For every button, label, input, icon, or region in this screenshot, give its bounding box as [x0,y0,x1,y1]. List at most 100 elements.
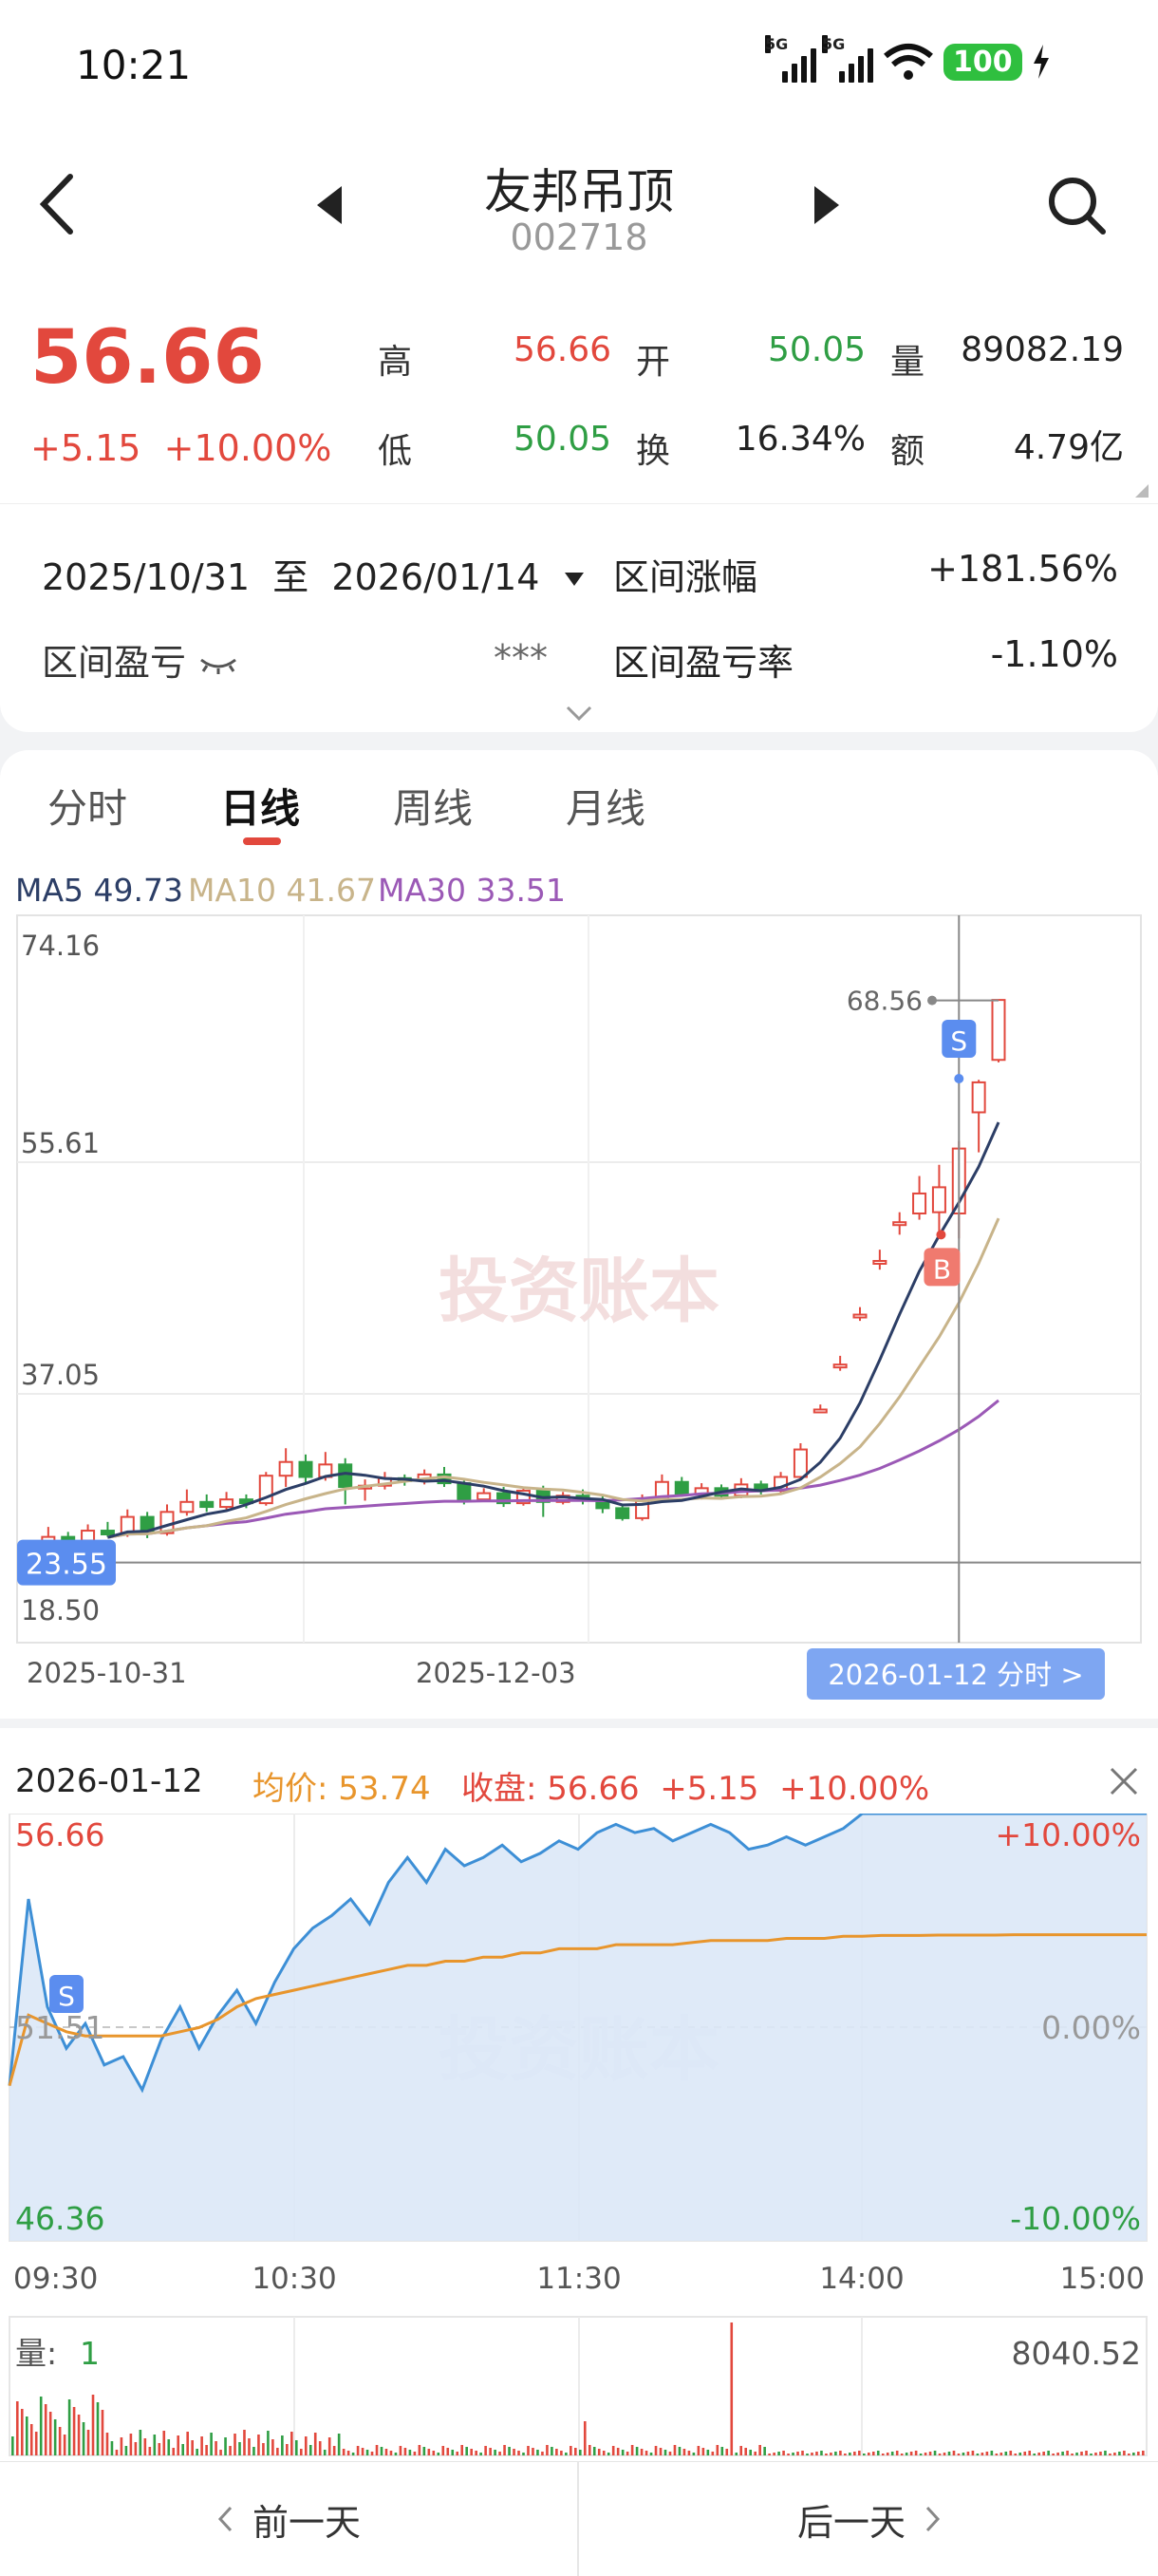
watermark: 投资账本 [439,1250,719,1332]
avg-price-line [8,1933,1147,2086]
volume-bar [1142,2451,1145,2455]
candle [852,1313,868,1319]
volume-bar [871,2452,875,2455]
volume-bar [262,2443,265,2455]
volume-bar [626,2452,629,2455]
next-stock-icon[interactable] [812,186,841,224]
signal-icon: 5G [822,35,873,83]
volume-bar [999,2453,1003,2455]
back-icon[interactable] [38,173,76,235]
volume-bar [120,2437,123,2455]
eye-closed-icon[interactable] [197,654,239,675]
crosshair-price-tag [17,1539,116,1586]
volume-bar [644,2451,648,2455]
volume-bar [811,2453,813,2455]
ma5-line [106,1121,1000,1539]
sell-marker-label: S [58,1981,75,2012]
volume-bar [323,2450,327,2455]
y-tick-label: 74.16 [21,930,100,962]
volume-bar [611,2446,615,2455]
candle [892,1221,907,1227]
volume-bar [158,2443,161,2455]
volume-bar [148,2447,152,2455]
range-date-picker[interactable]: 2025/10/31 至 2026/01/14 [42,548,586,600]
volume-bar [782,2451,785,2455]
volume-bar [200,2436,203,2455]
volume-bar [418,2445,421,2455]
volume-bar [735,2453,738,2455]
volume-bar [801,2451,804,2455]
y-tick-right: +10.00% [996,1816,1141,1853]
volume-bar [408,2450,412,2455]
volume-bar [470,2449,473,2455]
volume-bar [621,2450,625,2455]
volume-bar [337,2434,341,2455]
volume-bar [224,2437,227,2455]
volume-bar [191,2440,194,2455]
chevron-right-icon [925,2506,941,2532]
volume-bar [1128,2454,1130,2455]
candle [179,1500,195,1514]
active-tab-indicator [243,837,281,845]
volume-bar [886,2453,889,2455]
x-tick-label: 10:30 [252,2262,336,2296]
volume-bar [479,2453,482,2455]
close-icon[interactable] [1109,1766,1139,1796]
range-pnl-rate-label: 区间盈亏率 [613,642,794,684]
tab-monthly[interactable]: 月线 [566,785,646,832]
volume-bar [375,2445,379,2455]
volume-bar [11,2436,14,2455]
volume-bar [196,2449,198,2455]
volume-bar [248,2438,251,2455]
volume-bar [332,2446,336,2455]
volume-bar [215,2441,217,2455]
volume-bar [72,2407,76,2455]
previous-day-button[interactable]: 前一天 [0,2462,577,2576]
search-icon[interactable] [1046,175,1109,237]
y-tick-left: 56.66 [15,1816,104,1853]
tab-daily[interactable]: 日线 [220,785,301,832]
volume-bar [532,2448,534,2455]
x-tick-label: 2025-10-31 [27,1657,187,1689]
volume-bar [1137,2452,1140,2455]
y-tick-right: 0.00% [1041,2009,1141,2046]
intraday-chart[interactable]: 投资账本56.6651.5146.36+10.00%0.00%-10.00%S0… [0,1814,1158,2459]
volume-bar [682,2449,686,2455]
volume-bar [1056,2453,1059,2455]
volume-bar [565,2453,568,2455]
buy-marker [924,1248,961,1287]
volume-bar [465,2447,468,2455]
previous-stock-icon[interactable] [315,186,344,224]
volume-bar [34,2432,38,2455]
candle [991,999,1006,1062]
volume-bar [673,2445,677,2455]
next-day-button[interactable]: 后一天 [581,2462,1158,2576]
candle [457,1482,472,1501]
volume-bar [134,2442,138,2455]
volume-bar [1014,2454,1018,2455]
volume-bar [380,2447,383,2455]
candle [793,1448,808,1478]
volume-bar [82,2422,85,2455]
tab-weekly[interactable]: 周线 [393,785,474,832]
volume-bar [933,2451,937,2455]
volume-bar [1066,2451,1069,2455]
footer-divider [577,2462,579,2576]
volume-bar [356,2446,360,2455]
volume-bar [413,2452,417,2455]
volume-bar [574,2448,577,2455]
tab-intraday[interactable]: 分时 [47,785,128,832]
volume-bar [749,2450,752,2455]
volume-bar [522,2453,525,2455]
candlestick-chart[interactable]: 74.16 55.61 37.05 18.50 投资账本 23.55 68.56 S B 2025… [0,912,1158,1719]
volume-bar [86,2430,90,2455]
volume-bar [243,2430,246,2455]
expand-chevron-icon[interactable] [566,705,592,721]
volume-bar [943,2453,946,2455]
volume-bar [952,2451,956,2455]
sell-marker-label: S [950,1025,967,1057]
volume-bar [219,2450,222,2455]
volume-bar [308,2445,312,2455]
volume-bar [370,2452,374,2455]
volume-bar [441,2446,445,2455]
